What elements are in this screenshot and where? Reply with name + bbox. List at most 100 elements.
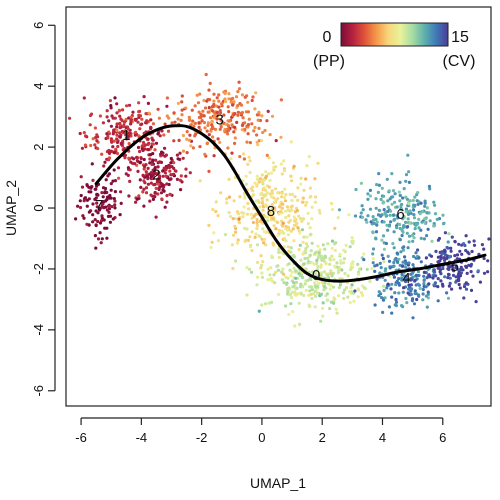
cell-point xyxy=(243,239,247,243)
cell-point xyxy=(279,250,283,254)
x-axis: -6 -4 -2 0 2 4 6 xyxy=(75,417,446,445)
cell-point xyxy=(338,252,342,256)
cell-point xyxy=(218,111,223,115)
cell-point xyxy=(386,199,390,203)
cell-point xyxy=(373,264,377,268)
cell-point xyxy=(187,115,191,119)
cell-point xyxy=(168,164,172,168)
cell-point xyxy=(223,233,228,237)
cell-point xyxy=(321,257,326,261)
cell-point xyxy=(139,185,143,189)
cell-point xyxy=(135,159,139,163)
cell-point xyxy=(265,219,270,223)
cell-point xyxy=(464,248,468,253)
cell-point xyxy=(206,123,210,127)
cell-point xyxy=(268,133,272,137)
cell-point xyxy=(96,193,100,197)
cell-point xyxy=(267,156,271,160)
cell-point xyxy=(220,120,225,124)
cell-point xyxy=(184,174,188,178)
cell-point xyxy=(415,199,419,203)
cell-point xyxy=(404,210,408,214)
cell-point xyxy=(391,264,396,268)
cell-point xyxy=(94,209,98,213)
cell-point xyxy=(290,208,294,212)
cell-point xyxy=(107,172,111,176)
cell-point xyxy=(401,290,405,294)
cell-point xyxy=(193,134,197,138)
cell-point xyxy=(487,237,491,241)
cell-point xyxy=(443,248,447,252)
cell-point xyxy=(228,215,233,219)
cell-point xyxy=(93,197,97,201)
cell-point xyxy=(98,221,103,225)
cell-point xyxy=(356,272,361,276)
cell-point xyxy=(368,207,373,211)
cell-point xyxy=(110,205,114,209)
cell-point xyxy=(288,268,292,272)
cell-point xyxy=(233,125,237,129)
cluster-label-2: 2 xyxy=(152,167,160,184)
cell-point xyxy=(395,205,399,209)
cell-point xyxy=(113,179,118,183)
cell-point xyxy=(212,116,216,120)
cell-point xyxy=(277,247,281,252)
cell-point xyxy=(103,186,108,191)
cell-point xyxy=(255,223,259,227)
cell-point xyxy=(401,230,405,234)
cell-point xyxy=(146,166,150,170)
cell-point xyxy=(176,117,180,121)
cell-point xyxy=(397,277,401,281)
cell-point xyxy=(145,174,149,178)
cell-point xyxy=(297,214,301,218)
cell-point xyxy=(379,197,383,201)
cell-point xyxy=(245,140,249,144)
cell-point xyxy=(363,287,368,291)
cell-point xyxy=(274,227,278,231)
cell-point xyxy=(143,164,147,169)
cell-point xyxy=(181,156,185,160)
cell-point xyxy=(255,183,259,187)
cell-point xyxy=(348,245,352,249)
cell-point xyxy=(458,249,462,253)
cell-point xyxy=(207,133,211,137)
cell-point xyxy=(353,214,358,218)
cell-point xyxy=(175,153,179,157)
cell-point xyxy=(279,209,283,213)
cell-point xyxy=(433,212,438,216)
cell-point xyxy=(127,116,131,120)
cell-point xyxy=(310,288,314,292)
cell-point xyxy=(360,215,365,219)
cell-point xyxy=(286,233,290,237)
cell-point xyxy=(335,311,339,315)
cell-point xyxy=(406,153,410,157)
cell-point xyxy=(351,239,355,243)
cell-point xyxy=(243,121,247,125)
cell-point xyxy=(218,140,222,144)
cell-point xyxy=(432,283,436,287)
cell-point xyxy=(245,227,249,231)
cell-point xyxy=(87,223,91,227)
cell-point xyxy=(443,275,447,279)
cell-point xyxy=(277,212,281,216)
cell-point xyxy=(208,98,212,102)
cell-point xyxy=(409,283,413,287)
cell-point xyxy=(133,162,137,166)
cell-point xyxy=(302,262,306,266)
cell-point xyxy=(381,298,386,302)
cell-point xyxy=(223,128,227,132)
cell-point xyxy=(225,201,229,205)
cell-point xyxy=(309,249,313,253)
cell-point xyxy=(89,143,93,148)
cell-point xyxy=(105,226,109,230)
cell-point xyxy=(419,260,423,264)
cell-point xyxy=(136,145,141,150)
cell-point xyxy=(322,259,326,263)
cell-point xyxy=(206,121,210,125)
cell-point xyxy=(368,194,372,198)
cell-point xyxy=(310,205,314,209)
cell-point xyxy=(205,129,209,133)
cell-point xyxy=(371,257,375,261)
cell-point xyxy=(446,296,451,300)
cell-point xyxy=(416,202,420,206)
